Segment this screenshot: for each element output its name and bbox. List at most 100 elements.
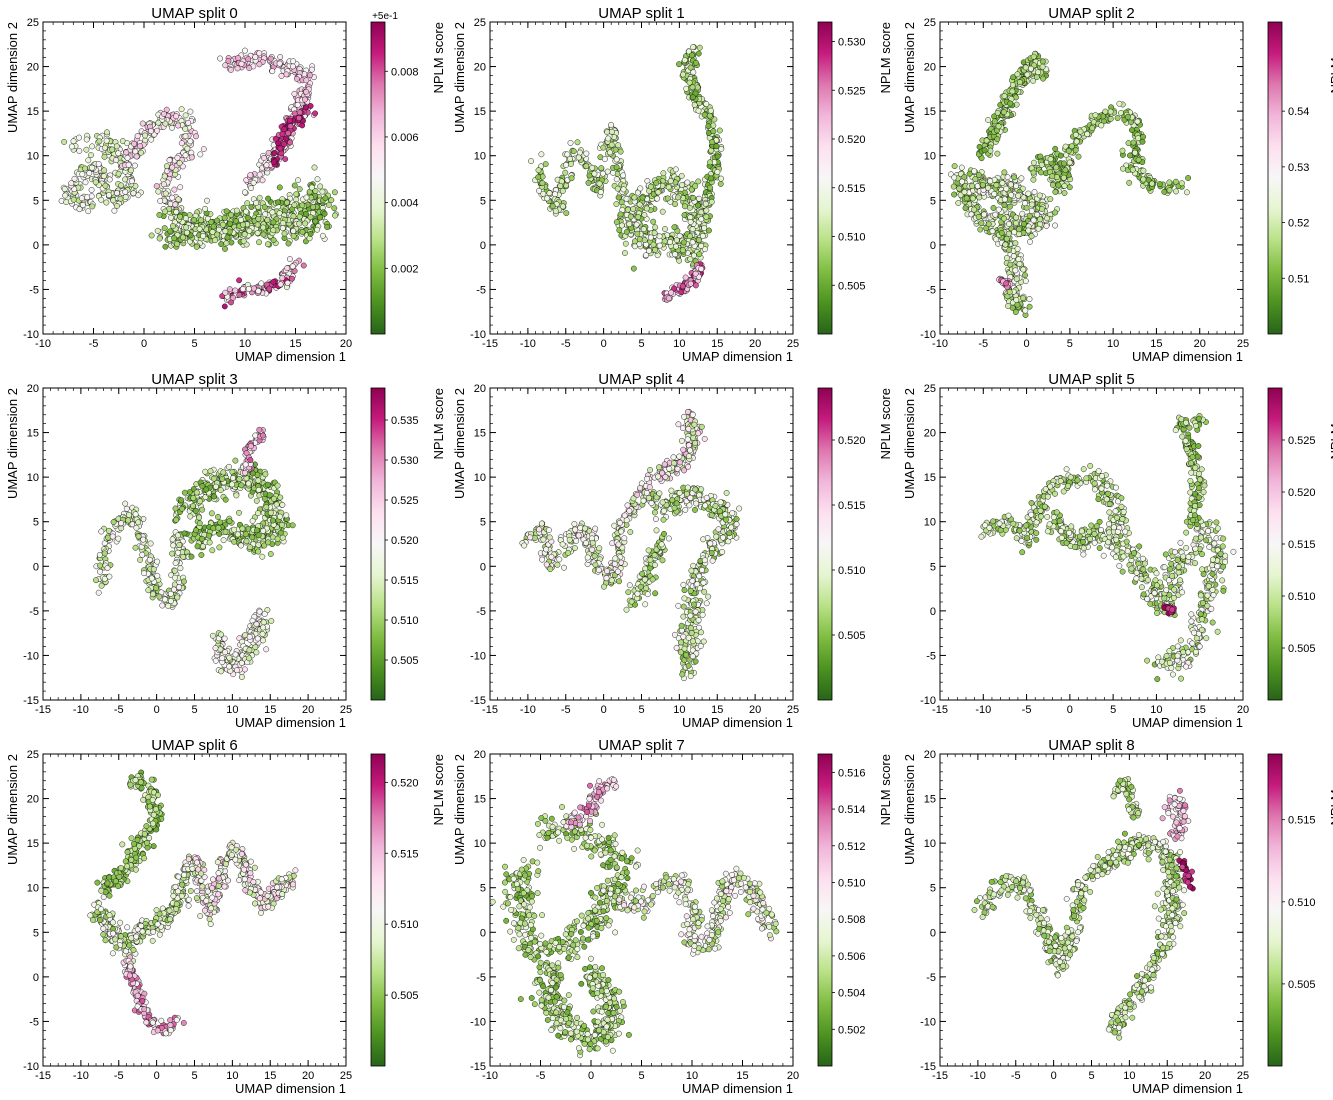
data-point [328, 197, 335, 204]
data-point [608, 128, 615, 135]
data-point [1075, 153, 1082, 160]
data-point [197, 151, 204, 158]
data-point [1004, 174, 1011, 181]
data-point [254, 221, 261, 228]
data-point [85, 208, 92, 215]
data-point [156, 593, 163, 600]
data-point [1140, 167, 1147, 174]
data-point [319, 188, 326, 195]
data-point [299, 228, 306, 235]
data-point [187, 108, 194, 115]
data-point [236, 277, 243, 284]
data-point [103, 199, 110, 206]
data-point [1001, 196, 1008, 203]
data-point [702, 200, 709, 207]
data-point [956, 185, 963, 192]
data-point [177, 565, 184, 572]
data-point [270, 278, 277, 285]
scatter-points [58, 47, 339, 310]
data-point [181, 489, 188, 496]
data-point [1000, 109, 1007, 116]
data-point [963, 195, 970, 202]
data-point [634, 230, 641, 237]
data-point [131, 140, 138, 147]
data-point [232, 287, 239, 294]
data-point [1092, 112, 1099, 119]
data-point [1052, 145, 1059, 152]
data-point [710, 122, 717, 129]
data-point [303, 88, 310, 95]
y-tick-label: 20 [924, 62, 936, 74]
data-point [1027, 238, 1033, 245]
data-point [620, 186, 627, 193]
data-point [1028, 201, 1035, 208]
data-point [174, 240, 181, 247]
data-point [269, 209, 276, 216]
data-point [183, 229, 190, 236]
data-point [89, 164, 95, 171]
data-point [231, 526, 238, 533]
data-point [177, 184, 184, 191]
data-point [617, 211, 624, 218]
data-point [278, 72, 285, 79]
data-point [171, 235, 178, 242]
data-point [233, 207, 240, 214]
data-point [961, 189, 968, 196]
data-point [559, 203, 566, 210]
data-point [598, 165, 605, 172]
data-point [1102, 108, 1109, 115]
data-point [951, 163, 958, 170]
data-point [1125, 140, 1132, 147]
data-point [568, 175, 575, 182]
data-point [263, 162, 270, 169]
data-point [98, 528, 105, 535]
data-point [650, 241, 657, 248]
y-tick-label: 25 [27, 17, 39, 29]
data-point [1018, 175, 1025, 182]
data-point [145, 587, 152, 594]
data-point [692, 270, 699, 277]
data-point [285, 240, 292, 247]
data-point [688, 52, 695, 59]
data-point [1119, 165, 1126, 172]
data-point [293, 191, 300, 198]
data-point [1021, 200, 1028, 207]
x-tick-label: -5 [561, 338, 571, 350]
colorbar-label: NPLM score [431, 22, 446, 94]
data-point [227, 220, 234, 227]
data-point [1062, 167, 1069, 174]
data-point [300, 262, 307, 269]
y-tick-label: 10 [474, 151, 486, 163]
data-point [1001, 202, 1008, 209]
data-point [616, 227, 623, 234]
data-point [222, 496, 229, 503]
data-point [1025, 227, 1032, 234]
data-point [650, 218, 657, 225]
data-point [308, 66, 315, 73]
data-point [693, 59, 699, 66]
data-point [245, 56, 252, 63]
data-point [1012, 267, 1019, 274]
data-point [113, 143, 120, 150]
data-point [623, 228, 630, 235]
data-point [314, 176, 321, 183]
data-point [608, 141, 615, 148]
data-point [139, 551, 146, 558]
data-point [992, 211, 999, 218]
data-point [583, 150, 590, 157]
data-point [1030, 169, 1037, 176]
data-point [216, 544, 223, 551]
data-point [103, 137, 110, 144]
data-point [117, 195, 124, 202]
data-point [265, 149, 272, 156]
data-point [165, 602, 172, 609]
data-point [662, 226, 668, 232]
data-point [1114, 115, 1121, 122]
data-point [1016, 79, 1023, 86]
data-point [282, 156, 289, 163]
data-point [78, 195, 85, 202]
data-point [226, 518, 233, 525]
data-point [1073, 138, 1080, 145]
data-point [707, 107, 714, 114]
data-point [303, 77, 310, 84]
